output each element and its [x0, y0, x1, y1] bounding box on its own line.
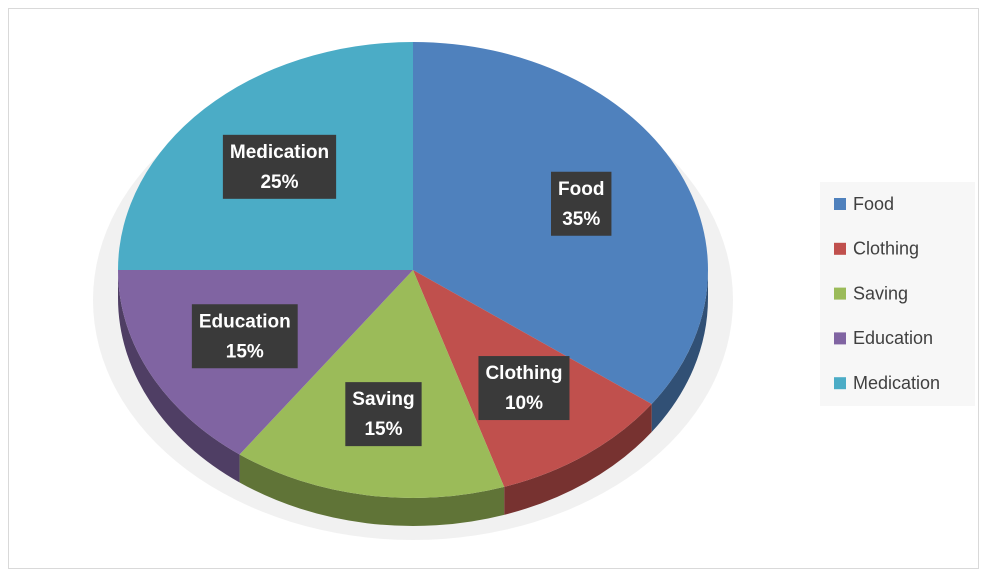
label-value: 15% [226, 341, 264, 362]
legend-swatch [834, 242, 846, 255]
legend-label: Saving [853, 283, 908, 303]
slice-side [651, 270, 708, 433]
legend-swatch [834, 198, 846, 210]
data-label: Saving 15% [345, 382, 422, 447]
slice-side [239, 454, 505, 526]
legend-label: Medication [853, 373, 940, 393]
label-category: Education [199, 311, 291, 332]
data-label: Medication 25% [222, 134, 337, 199]
label-category: Saving [352, 389, 414, 410]
legend-label: Food [853, 194, 894, 214]
label-value: 15% [364, 419, 402, 440]
label-box [478, 356, 570, 421]
label-category: Clothing [485, 363, 562, 384]
slice-side [118, 270, 240, 483]
label-box [191, 304, 298, 369]
slice-side [504, 404, 652, 515]
legend-label: Education [853, 328, 933, 348]
label-value: 10% [505, 393, 543, 414]
label-box [222, 134, 337, 199]
legend-label: Clothing [853, 239, 919, 259]
legend-swatch [834, 377, 846, 390]
data-label: Clothing 10% [478, 356, 570, 421]
label-box [345, 382, 422, 447]
legend-swatch [834, 287, 846, 300]
data-label: Food 35% [551, 171, 612, 236]
legend-swatch [834, 332, 846, 345]
label-value: 25% [260, 172, 298, 193]
label-category: Medication [230, 142, 329, 163]
data-label: Education 15% [191, 304, 298, 369]
label-category: Food [558, 179, 604, 200]
label-value: 35% [562, 209, 600, 230]
label-box [551, 171, 612, 236]
